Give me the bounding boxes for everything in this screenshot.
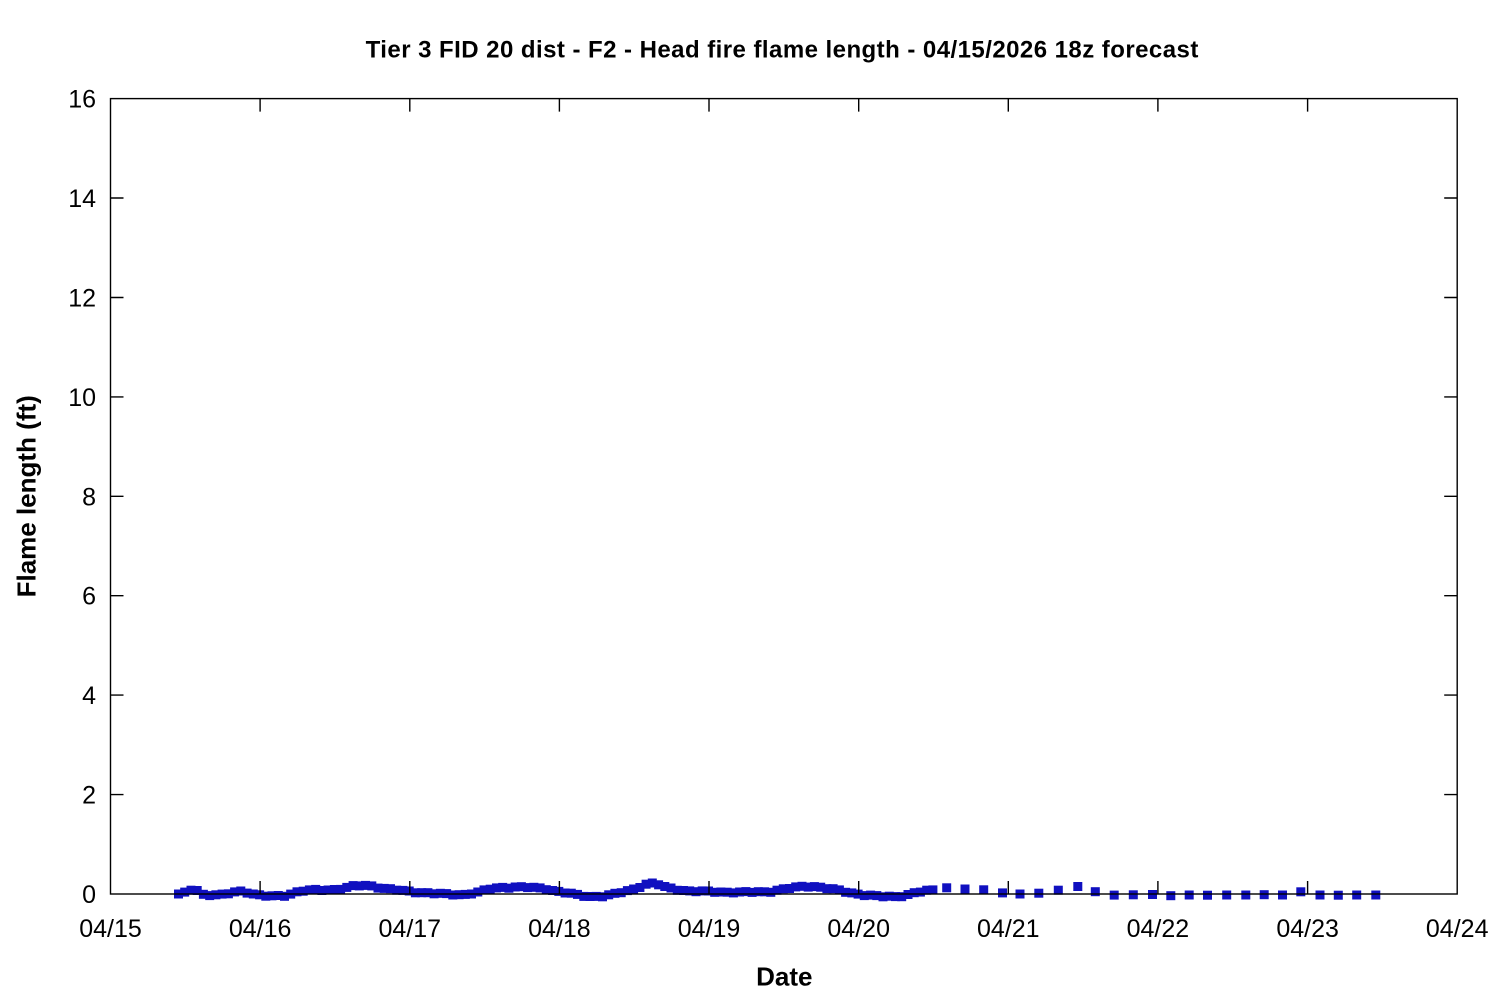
svg-text:Date: Date xyxy=(756,961,812,991)
svg-text:0: 0 xyxy=(82,881,96,909)
svg-text:04/15: 04/15 xyxy=(79,915,142,943)
svg-text:04/17: 04/17 xyxy=(379,915,442,943)
svg-text:04/19: 04/19 xyxy=(678,915,741,943)
svg-text:8: 8 xyxy=(82,483,96,511)
svg-text:16: 16 xyxy=(68,86,96,114)
svg-text:Tier 3 FID 20 dist - F2 - Head: Tier 3 FID 20 dist - F2 - Head fire flam… xyxy=(366,37,1199,64)
svg-text:2: 2 xyxy=(82,782,96,810)
svg-text:04/20: 04/20 xyxy=(827,915,890,943)
svg-text:04/22: 04/22 xyxy=(1127,915,1190,943)
svg-text:12: 12 xyxy=(68,285,96,313)
svg-text:4: 4 xyxy=(82,682,96,710)
svg-text:10: 10 xyxy=(68,384,96,412)
svg-text:04/16: 04/16 xyxy=(229,915,292,943)
svg-text:04/21: 04/21 xyxy=(977,915,1040,943)
svg-text:14: 14 xyxy=(68,185,96,213)
svg-text:04/24: 04/24 xyxy=(1426,915,1489,943)
svg-text:6: 6 xyxy=(82,583,96,611)
svg-text:04/18: 04/18 xyxy=(528,915,591,943)
svg-text:Flame length (ft): Flame length (ft) xyxy=(12,395,42,597)
svg-text:04/23: 04/23 xyxy=(1276,915,1339,943)
